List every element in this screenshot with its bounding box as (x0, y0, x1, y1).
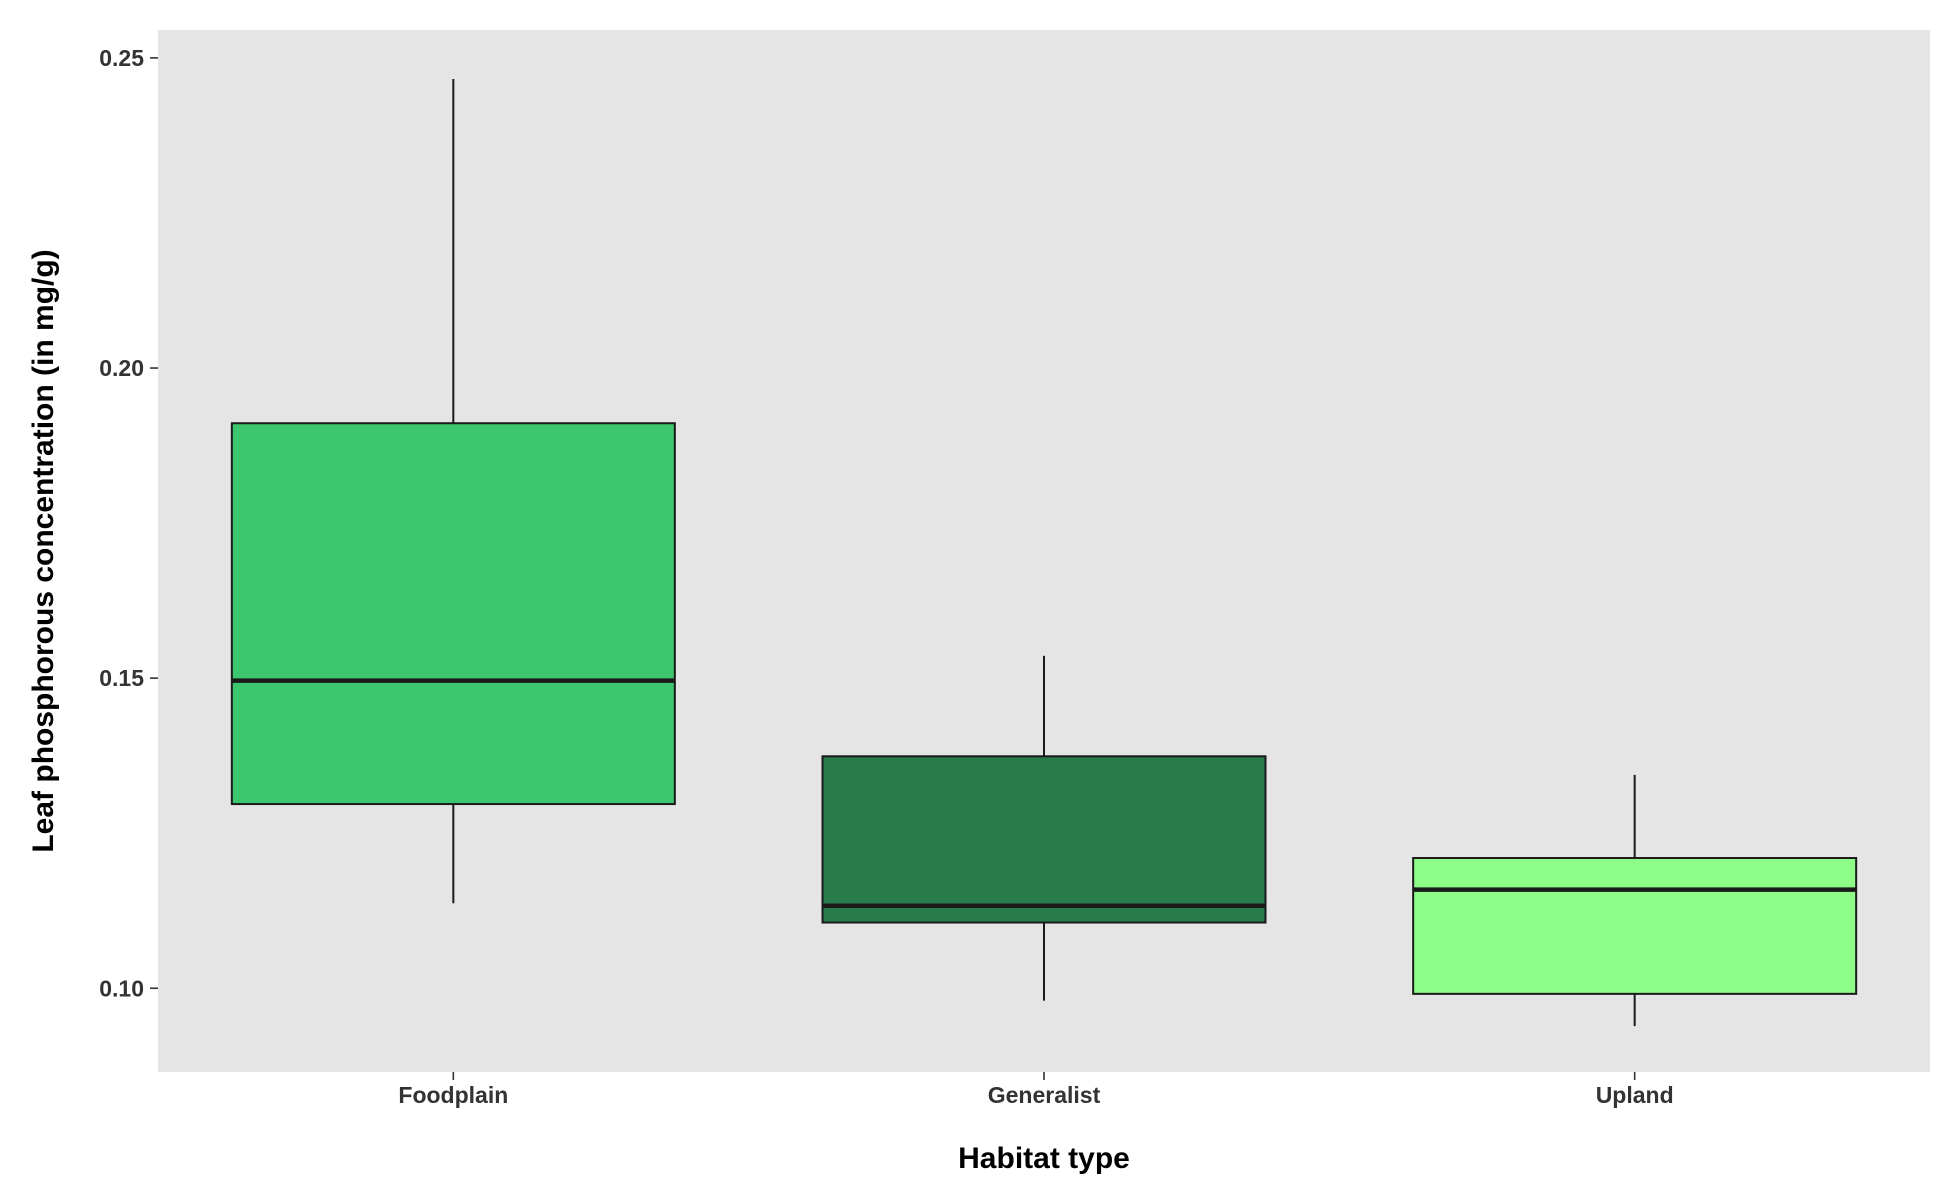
x-axis-title: Habitat type (958, 1142, 1130, 1175)
x-tick-label: Foodplain (398, 1082, 508, 1108)
y-axis-title: Leaf phosphorous concentration (in mg/g) (27, 249, 60, 852)
box-body (821, 755, 1267, 924)
box-upland (1412, 774, 1858, 1027)
box-body (230, 422, 676, 806)
box-foodplain (230, 78, 676, 904)
x-tick-label: Generalist (988, 1082, 1101, 1108)
x-axis: Foodplain Generalist Upland (398, 1072, 1674, 1108)
y-axis: 0.10 0.15 0.20 0.25 (99, 45, 158, 1001)
y-tick-label: 0.25 (99, 45, 144, 71)
y-tick-label: 0.20 (99, 355, 144, 381)
x-tick-label: Upland (1596, 1082, 1674, 1108)
y-tick-label: 0.15 (99, 665, 144, 691)
box-body (1412, 857, 1858, 995)
y-tick-label: 0.10 (99, 975, 144, 1001)
boxes-layer (230, 78, 1858, 1027)
box-generalist (821, 655, 1267, 1001)
